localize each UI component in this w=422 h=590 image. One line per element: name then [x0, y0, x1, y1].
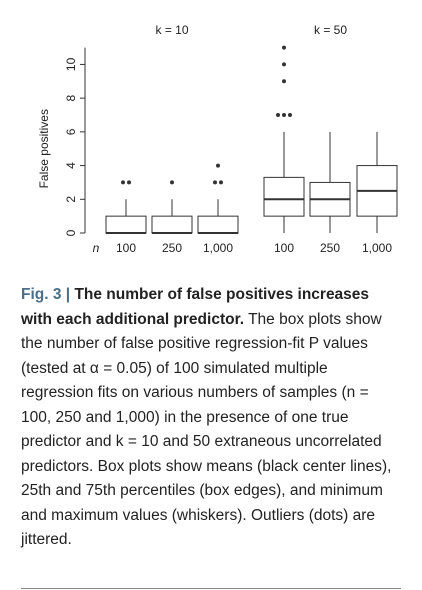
box-p1-b3 — [197, 215, 239, 234]
outlier-p2-b1-1 — [276, 113, 280, 117]
outlier-p2-b1-2 — [282, 113, 286, 117]
outlier-p2-b1-6 — [282, 45, 286, 50]
panel-label-2: k = 50 — [314, 23, 347, 37]
y-tick-label-0: 0 — [64, 229, 78, 236]
x-tick-label-p2-b3: 1,000 — [362, 241, 392, 255]
outlier-p1-b2-1 — [170, 180, 174, 185]
outlier-p1-b1-2 — [127, 180, 131, 185]
figure-label: Fig. 3 | — [21, 286, 71, 303]
y-tick-label-4: 4 — [64, 162, 78, 169]
figure-description: The box plots show the number of false p… — [21, 310, 392, 549]
y-tick-label-10: 10 — [64, 57, 78, 71]
n-label: n — [93, 241, 100, 255]
outlier-p1-b3-2 — [219, 180, 223, 185]
outlier-p1-b3-3 — [216, 163, 220, 168]
panel-label-1: k = 10 — [155, 23, 188, 37]
y-tick-label-6: 6 — [64, 128, 78, 135]
figure-title: The number of false positives increases … — [21, 286, 370, 328]
x-tick-label-p1-b3: 1,000 — [203, 241, 233, 255]
y-tick-label-8: 8 — [64, 94, 78, 101]
box-plot-chart: 0 2 4 6 8 10 False positives n k = 10 100 250 1,000… — [37, 23, 398, 255]
figure-caption: Fig. 3 | The number of false positives i… — [21, 283, 401, 553]
x-tick-label-p2-b1: 100 — [274, 241, 294, 255]
outlier-p1-b1-1 — [121, 180, 125, 185]
x-tick-label-p1-b1: 100 — [116, 241, 136, 255]
box-p1-b2 — [151, 215, 193, 234]
x-tick-label-p1-b2: 250 — [162, 241, 182, 255]
outlier-p2-b1-5 — [282, 62, 286, 67]
y-axis-label: False positives — [37, 109, 51, 188]
y-tick-label-2: 2 — [64, 196, 78, 203]
outlier-p2-b1-3 — [288, 113, 292, 117]
box-p1-b1 — [105, 215, 147, 234]
outlier-p1-b3-1 — [213, 180, 217, 185]
x-tick-label-p2-b2: 250 — [320, 241, 340, 255]
box-p2-b1 — [263, 176, 305, 217]
bottom-rule — [21, 588, 401, 589]
outlier-p2-b1-4 — [282, 79, 286, 84]
